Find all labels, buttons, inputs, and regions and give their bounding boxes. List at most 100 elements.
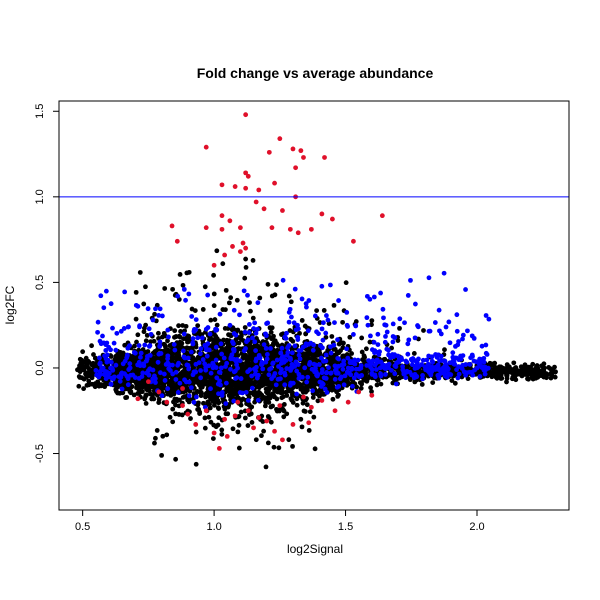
point-blue bbox=[195, 335, 201, 341]
point-blue bbox=[378, 371, 383, 377]
point-black bbox=[238, 330, 244, 336]
point-blue bbox=[404, 359, 410, 365]
point-blue bbox=[409, 362, 415, 368]
point-blue bbox=[285, 345, 290, 351]
point-blue bbox=[332, 363, 338, 369]
point-blue bbox=[124, 355, 130, 361]
point-red bbox=[301, 394, 306, 400]
point-blue bbox=[370, 358, 376, 363]
point-blue bbox=[196, 360, 202, 366]
y-tick-label: -0.5 bbox=[34, 444, 46, 463]
point-black bbox=[369, 322, 374, 328]
point-blue bbox=[261, 342, 267, 347]
x-axis: 0.5 1.0 1.5 2.0 bbox=[75, 510, 485, 533]
point-black bbox=[145, 349, 151, 354]
point-blue bbox=[223, 380, 229, 386]
point-black bbox=[252, 392, 258, 397]
point-blue bbox=[282, 382, 288, 388]
point-blue bbox=[213, 344, 219, 350]
point-black bbox=[224, 349, 229, 355]
point-red bbox=[203, 144, 209, 150]
point-black bbox=[180, 282, 186, 288]
point-black bbox=[195, 407, 201, 412]
point-black bbox=[246, 357, 252, 363]
point-blue bbox=[367, 296, 373, 302]
point-blue bbox=[221, 355, 227, 361]
point-black bbox=[361, 353, 367, 359]
point-blue bbox=[279, 367, 284, 372]
point-red bbox=[351, 238, 356, 244]
point-red bbox=[269, 225, 275, 231]
point-black bbox=[160, 433, 166, 439]
point-blue bbox=[328, 370, 334, 376]
point-black bbox=[152, 311, 157, 317]
point-black bbox=[148, 339, 154, 345]
point-blue bbox=[228, 366, 233, 372]
point-black bbox=[206, 379, 212, 385]
plot-frame bbox=[58, 100, 570, 511]
point-blue bbox=[230, 339, 235, 345]
point-black bbox=[131, 361, 137, 367]
point-black bbox=[452, 380, 458, 386]
point-blue bbox=[436, 307, 442, 313]
point-black bbox=[369, 389, 374, 394]
point-blue bbox=[402, 320, 407, 326]
point-red bbox=[243, 185, 249, 191]
point-blue bbox=[420, 357, 426, 363]
point-blue bbox=[390, 321, 396, 327]
point-blue bbox=[294, 368, 300, 374]
point-black bbox=[518, 372, 523, 377]
point-blue bbox=[469, 369, 475, 375]
point-black bbox=[86, 382, 92, 388]
point-blue bbox=[101, 340, 107, 346]
point-black bbox=[189, 362, 195, 368]
point-blue bbox=[455, 375, 461, 381]
point-black bbox=[303, 358, 308, 364]
point-blue bbox=[240, 390, 245, 396]
point-black bbox=[133, 289, 139, 295]
point-blue bbox=[375, 342, 381, 347]
point-black bbox=[137, 270, 143, 275]
point-black bbox=[166, 382, 172, 388]
point-black bbox=[491, 366, 497, 372]
point-black bbox=[216, 400, 221, 406]
point-red bbox=[243, 245, 249, 251]
y-axis-label: log2FC bbox=[3, 285, 17, 324]
point-blue bbox=[377, 365, 383, 371]
point-black bbox=[223, 287, 229, 293]
point-blue bbox=[202, 361, 208, 367]
point-blue bbox=[148, 331, 154, 337]
point-black bbox=[208, 317, 214, 323]
point-blue bbox=[186, 393, 192, 399]
point-black bbox=[177, 272, 183, 277]
point-blue bbox=[94, 372, 100, 378]
point-blue bbox=[166, 334, 171, 340]
point-blue bbox=[384, 329, 390, 335]
point-blue bbox=[245, 398, 251, 403]
point-black bbox=[183, 323, 189, 329]
point-black bbox=[225, 411, 231, 417]
point-blue bbox=[437, 328, 442, 334]
point-black bbox=[194, 377, 200, 383]
point-black bbox=[229, 327, 235, 333]
point-blue bbox=[289, 350, 295, 356]
point-blue bbox=[223, 401, 229, 406]
point-black bbox=[271, 333, 276, 339]
point-black bbox=[206, 414, 212, 420]
point-black bbox=[170, 406, 176, 412]
point-blue bbox=[153, 306, 158, 312]
point-black bbox=[141, 301, 147, 307]
point-black bbox=[311, 414, 317, 420]
point-blue bbox=[147, 343, 153, 348]
point-black bbox=[265, 281, 271, 287]
point-black bbox=[102, 384, 108, 390]
point-black bbox=[268, 419, 274, 425]
point-black bbox=[86, 378, 92, 384]
point-blue bbox=[292, 343, 298, 349]
point-blue bbox=[482, 364, 488, 370]
point-blue bbox=[188, 349, 194, 355]
point-black bbox=[335, 393, 341, 399]
point-red bbox=[306, 420, 312, 426]
point-black bbox=[288, 396, 294, 401]
point-black bbox=[312, 446, 318, 452]
